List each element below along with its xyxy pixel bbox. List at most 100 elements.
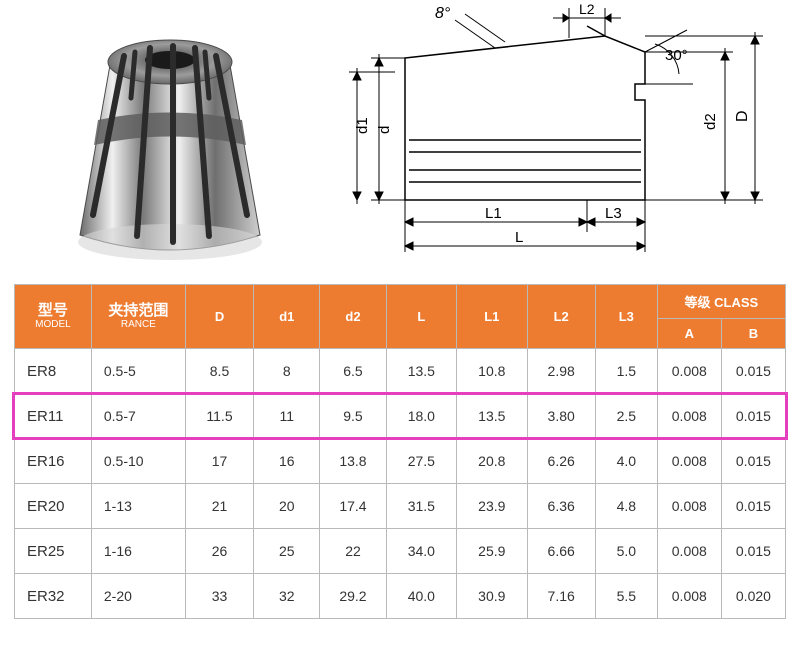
cell-A: 0.008	[657, 394, 721, 439]
cell-d1: 20	[254, 484, 320, 529]
cell-L2: 6.66	[527, 529, 595, 574]
cell-range: 1-16	[91, 529, 185, 574]
table-row: ER80.5-58.586.513.510.82.981.50.0080.015	[15, 349, 786, 394]
cell-model: ER16	[15, 439, 92, 484]
table-header: 型号 MODEL 夹持范围 RANCE D d1 d2 L L1 L2 L3 等…	[15, 285, 786, 349]
cell-B: 0.020	[721, 574, 785, 619]
cell-D: 17	[185, 439, 253, 484]
cell-L1: 30.9	[457, 574, 527, 619]
hdr-d1: d1	[254, 285, 320, 349]
table-row: ER322-20333229.240.030.97.165.50.0080.02…	[15, 574, 786, 619]
label-L: L	[515, 229, 523, 246]
page: 8° L2 30°	[0, 0, 800, 658]
cell-L: 13.5	[386, 349, 456, 394]
hdr-range-cn: 夹持范围	[108, 302, 168, 319]
cell-range: 0.5-10	[91, 439, 185, 484]
cell-d2: 29.2	[320, 574, 386, 619]
cell-L1: 20.8	[457, 439, 527, 484]
cell-L3: 2.5	[595, 394, 657, 439]
hdr-L2: L2	[527, 285, 595, 349]
hdr-class: 等级 CLASS	[657, 285, 785, 319]
cell-L3: 5.0	[595, 529, 657, 574]
cell-L3: 5.5	[595, 574, 657, 619]
cell-d1: 11	[254, 394, 320, 439]
cell-L2: 6.36	[527, 484, 595, 529]
cell-L1: 23.9	[457, 484, 527, 529]
label-d: d	[376, 126, 393, 134]
cell-D: 11.5	[185, 394, 253, 439]
cell-D: 21	[185, 484, 253, 529]
spec-table: 型号 MODEL 夹持范围 RANCE D d1 d2 L L1 L2 L3 等…	[14, 284, 786, 619]
hdr-range-en: RANCE	[92, 319, 185, 330]
top-illustration-area: 8° L2 30°	[0, 0, 800, 275]
collet-photo	[55, 10, 285, 270]
cell-L2: 3.80	[527, 394, 595, 439]
hdr-D: D	[185, 285, 253, 349]
cell-A: 0.008	[657, 349, 721, 394]
hdr-B: B	[721, 319, 785, 349]
label-angle8: 8°	[435, 5, 451, 22]
cell-B: 0.015	[721, 439, 785, 484]
cell-D: 33	[185, 574, 253, 619]
cell-A: 0.008	[657, 529, 721, 574]
cell-L3: 4.8	[595, 484, 657, 529]
label-angle30: 30°	[665, 47, 688, 64]
label-L3: L3	[605, 205, 622, 222]
cell-d2: 22	[320, 529, 386, 574]
cell-L: 34.0	[386, 529, 456, 574]
label-D: D	[734, 110, 751, 122]
cell-model: ER11	[15, 394, 92, 439]
hdr-A: A	[657, 319, 721, 349]
hdr-model-cn: 型号	[38, 302, 68, 319]
table-row: ER110.5-711.5119.518.013.53.802.50.0080.…	[15, 394, 786, 439]
cell-L2: 2.98	[527, 349, 595, 394]
cell-L1: 13.5	[457, 394, 527, 439]
hdr-model: 型号 MODEL	[15, 285, 92, 349]
label-d2: d2	[702, 113, 719, 130]
cell-L: 27.5	[386, 439, 456, 484]
cell-d1: 16	[254, 439, 320, 484]
label-d1: d1	[354, 117, 371, 134]
cell-L1: 10.8	[457, 349, 527, 394]
cell-model: ER8	[15, 349, 92, 394]
label-L2: L2	[579, 1, 595, 17]
cell-model: ER20	[15, 484, 92, 529]
cell-range: 1-13	[91, 484, 185, 529]
cell-d2: 13.8	[320, 439, 386, 484]
cell-A: 0.008	[657, 574, 721, 619]
hdr-L: L	[386, 285, 456, 349]
cell-L: 40.0	[386, 574, 456, 619]
cell-model: ER32	[15, 574, 92, 619]
cell-B: 0.015	[721, 484, 785, 529]
cell-range: 0.5-7	[91, 394, 185, 439]
dimension-diagram: 8° L2 30°	[335, 0, 785, 258]
cell-L2: 7.16	[527, 574, 595, 619]
cell-d2: 6.5	[320, 349, 386, 394]
cell-d2: 17.4	[320, 484, 386, 529]
table-row: ER160.5-10171613.827.520.86.264.00.0080.…	[15, 439, 786, 484]
cell-B: 0.015	[721, 529, 785, 574]
cell-L3: 1.5	[595, 349, 657, 394]
cell-D: 26	[185, 529, 253, 574]
cell-L: 31.5	[386, 484, 456, 529]
cell-A: 0.008	[657, 484, 721, 529]
cell-L: 18.0	[386, 394, 456, 439]
cell-D: 8.5	[185, 349, 253, 394]
table-row: ER201-13212017.431.523.96.364.80.0080.01…	[15, 484, 786, 529]
hdr-d2: d2	[320, 285, 386, 349]
hdr-L1: L1	[457, 285, 527, 349]
cell-L1: 25.9	[457, 529, 527, 574]
cell-d1: 25	[254, 529, 320, 574]
cell-range: 0.5-5	[91, 349, 185, 394]
cell-d1: 8	[254, 349, 320, 394]
table-row: ER251-1626252234.025.96.665.00.0080.015	[15, 529, 786, 574]
cell-B: 0.015	[721, 349, 785, 394]
hdr-model-en: MODEL	[15, 319, 91, 330]
cell-L2: 6.26	[527, 439, 595, 484]
cell-d1: 32	[254, 574, 320, 619]
cell-model: ER25	[15, 529, 92, 574]
cell-d2: 9.5	[320, 394, 386, 439]
cell-B: 0.015	[721, 394, 785, 439]
label-L1: L1	[485, 205, 502, 222]
cell-A: 0.008	[657, 439, 721, 484]
